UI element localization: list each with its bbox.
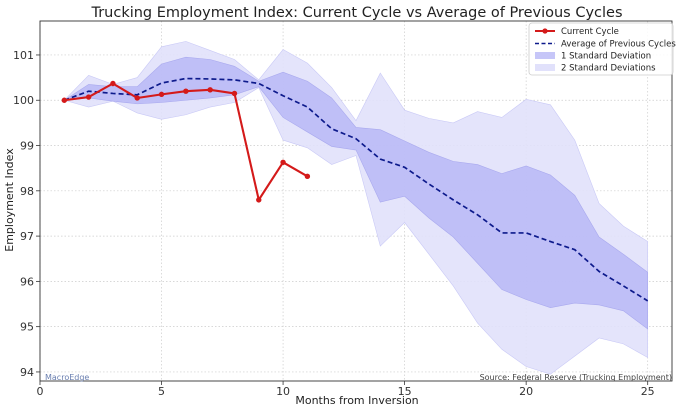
y-tick-label-98: 98 xyxy=(20,185,34,198)
y-tick-label-101: 101 xyxy=(13,49,34,62)
source-note: Source: Federal Reserve (Trucking Employ… xyxy=(480,373,672,382)
current-cycle-point-7 xyxy=(207,87,213,93)
y-tick-label-95: 95 xyxy=(20,321,34,334)
y-tick-label-99: 99 xyxy=(20,140,34,153)
legend-current-cycle-label: Current Cycle xyxy=(561,27,619,37)
y-axis-label: Employment Index xyxy=(3,148,16,252)
y-axis-ticks: 94 95 96 97 98 99 100 101 xyxy=(13,49,40,379)
plot-frame xyxy=(39,20,673,382)
current-cycle-point-1 xyxy=(61,97,68,103)
current-cycle-point-4 xyxy=(134,95,140,101)
legend-average-label: Average of Previous Cycles xyxy=(561,40,676,50)
x-tick-label-0: 0 xyxy=(37,385,44,398)
current-cycle-point-11 xyxy=(304,173,311,180)
legend-1sd-label: 1 Standard Deviation xyxy=(561,52,651,62)
current-cycle-point-10 xyxy=(280,159,286,165)
x-tick-label-25: 25 xyxy=(641,385,655,398)
current-cycle-point-5 xyxy=(158,91,165,98)
y-tick-label-96: 96 xyxy=(20,275,34,288)
x-axis-ticks: 0 5 10 15 20 25 xyxy=(37,381,655,398)
series-average-line xyxy=(64,77,649,302)
legend-1sd-swatch xyxy=(535,52,555,59)
x-tick-label-5: 5 xyxy=(158,385,165,398)
current-cycle-point-9 xyxy=(256,197,262,203)
legend-2sd-swatch xyxy=(535,64,555,71)
x-tick-label-10: 10 xyxy=(276,385,290,398)
x-tick-label-20: 20 xyxy=(519,385,533,398)
legend-current-cycle-marker xyxy=(542,28,548,34)
current-cycle-point-6 xyxy=(183,88,189,94)
x-axis-label: Months from Inversion xyxy=(295,394,418,407)
y-tick-label-100: 100 xyxy=(13,94,34,107)
chart-title: Trucking Employment Index: Current Cycle… xyxy=(90,5,622,21)
current-cycle-point-8 xyxy=(231,90,238,97)
legend-box xyxy=(528,22,674,76)
watermark: MacroEdge xyxy=(45,373,89,382)
x-tick-label-15: 15 xyxy=(398,385,412,398)
legend: Current Cycle Average of Previous Cycles… xyxy=(528,22,676,76)
y-tick-label-94: 94 xyxy=(20,366,34,379)
current-cycle-point-3 xyxy=(110,80,116,87)
current-cycle-point-2 xyxy=(85,94,92,100)
series-lines xyxy=(61,77,649,302)
y-tick-label-97: 97 xyxy=(20,230,34,243)
legend-2sd-label: 2 Standard Deviations xyxy=(561,64,656,74)
